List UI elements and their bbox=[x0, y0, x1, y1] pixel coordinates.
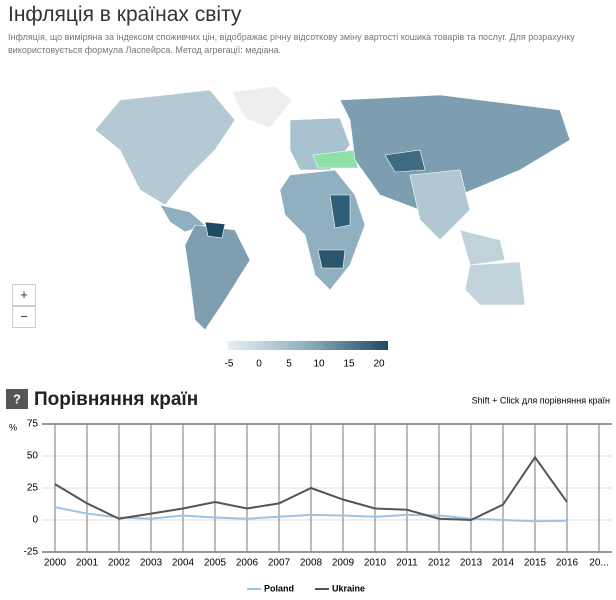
x-tick-label: 2016 bbox=[556, 558, 579, 569]
x-tick-label: 2001 bbox=[76, 558, 99, 569]
zoom-in[interactable]: + bbox=[12, 284, 36, 306]
section-title: Порівняння країн bbox=[34, 389, 198, 410]
scale-tick-label: -5 bbox=[225, 359, 234, 370]
y-tick-label: 75 bbox=[27, 419, 39, 430]
x-tick-label: 2014 bbox=[492, 558, 515, 569]
y-tick-label: -25 bbox=[24, 547, 39, 558]
scale-tick-label: 15 bbox=[343, 359, 355, 370]
x-tick-label: 2004 bbox=[172, 558, 195, 569]
section-hint: Shift + Click для порівняння країн bbox=[472, 395, 610, 405]
series-line bbox=[54, 455, 568, 522]
page-title: Інфляція в країнах світу bbox=[8, 3, 242, 26]
help-icon-text: ? bbox=[13, 391, 21, 406]
world-map bbox=[94, 85, 571, 331]
y-tick-label: 25 bbox=[27, 483, 39, 494]
x-tick-label: 2010 bbox=[364, 558, 387, 569]
legend-label: Ukraine bbox=[332, 583, 365, 593]
legend-label: Poland bbox=[264, 583, 294, 593]
y-tick-label: 50 bbox=[27, 451, 39, 462]
x-tick-label: 2009 bbox=[332, 558, 355, 569]
x-tick-label: 2012 bbox=[428, 558, 451, 569]
x-tick-label: 2015 bbox=[524, 558, 547, 569]
color-scale bbox=[228, 341, 388, 350]
x-tick-label: 2011 bbox=[396, 558, 418, 569]
x-tick-label: 2006 bbox=[236, 558, 259, 569]
series-line bbox=[54, 506, 568, 523]
y-tick-label: 0 bbox=[32, 515, 38, 526]
help-icon[interactable] bbox=[6, 389, 28, 409]
x-tick-label: 2002 bbox=[108, 558, 131, 569]
x-tick-label: 2005 bbox=[204, 558, 227, 569]
scale-tick-label: 5 bbox=[286, 359, 292, 370]
x-tick-label: 2013 bbox=[460, 558, 483, 569]
zoom-out[interactable]: − bbox=[12, 306, 36, 328]
scale-tick-label: 20 bbox=[373, 359, 385, 370]
scale-tick-label: 0 bbox=[256, 359, 262, 370]
x-tick-label: 20... bbox=[589, 558, 608, 569]
x-tick-label: 2003 bbox=[140, 558, 163, 569]
page-subtitle: Інфляція, що виміряна за індексом спожив… bbox=[8, 32, 575, 55]
y-axis-label: % bbox=[9, 422, 17, 432]
x-tick-label: 2008 bbox=[300, 558, 323, 569]
x-tick-label: 2007 bbox=[268, 558, 291, 569]
scale-tick-label: 10 bbox=[313, 359, 325, 370]
x-tick-label: 2000 bbox=[44, 558, 67, 569]
